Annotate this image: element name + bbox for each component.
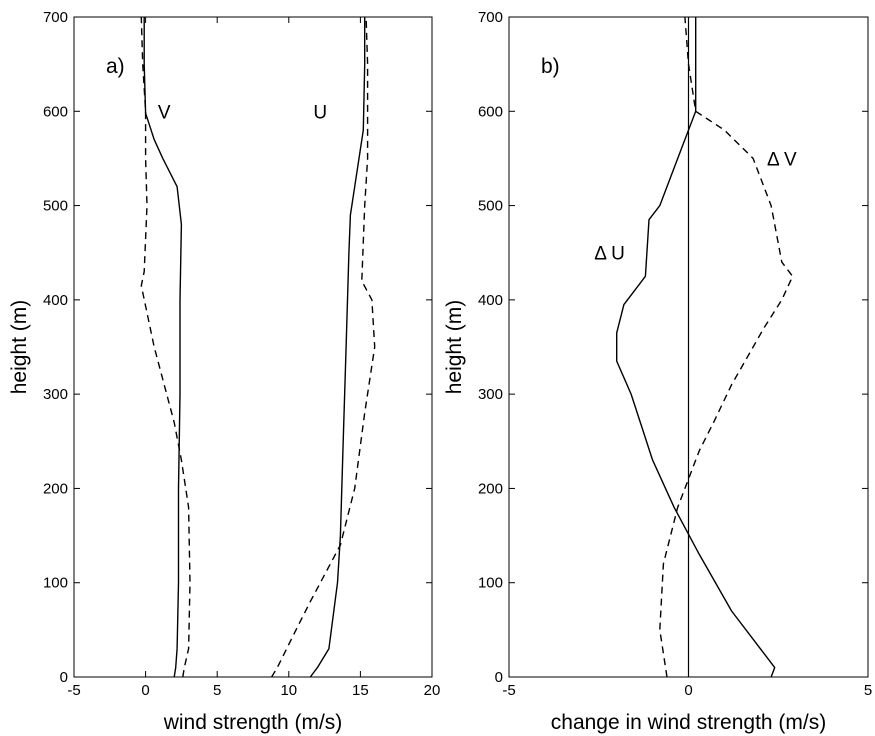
x-tick-label: 0	[684, 682, 692, 699]
series-line-dashed-3	[271, 16, 376, 678]
curve-annotation: Δ U	[594, 244, 625, 265]
x-axis-label: wind strength (m/s)	[163, 711, 343, 734]
y-tick-label: 0	[495, 669, 503, 686]
y-axis-label: height (m)	[443, 300, 466, 395]
y-tick-label: 700	[478, 9, 503, 26]
y-tick-label: 600	[478, 103, 503, 120]
curve-annotation: Δ V	[767, 149, 797, 170]
panel-tag: a)	[106, 55, 125, 78]
x-tick-label: -5	[502, 682, 515, 699]
y-tick-label: 700	[43, 9, 68, 26]
series-line-solid-0	[143, 17, 183, 678]
axes-frame	[73, 16, 433, 678]
series-line-solid-0	[616, 17, 776, 678]
y-tick-label: 0	[60, 669, 68, 686]
x-tick-label: -5	[67, 682, 80, 699]
curve-annotation: U	[313, 102, 327, 123]
y-tick-label: 200	[43, 480, 68, 497]
y-tick-label: 100	[43, 575, 68, 592]
y-tick-label: 500	[43, 198, 68, 215]
series-line-dashed-1	[659, 16, 794, 678]
y-tick-label: 400	[478, 292, 503, 309]
y-tick-label: 300	[478, 386, 503, 403]
x-tick-label: 20	[424, 682, 441, 699]
y-tick-label: 300	[43, 386, 68, 403]
x-tick-label: 15	[352, 682, 369, 699]
y-tick-label: 400	[43, 292, 68, 309]
x-axis-label: change in wind strength (m/s)	[551, 711, 826, 734]
x-tick-label: 5	[213, 682, 221, 699]
x-tick-label: 5	[864, 682, 872, 699]
panel-tag: b)	[541, 55, 560, 78]
y-tick-label: 200	[478, 480, 503, 497]
series-line-solid-2	[309, 17, 366, 678]
series-line-dashed-1	[140, 16, 191, 678]
x-tick-label: 0	[141, 682, 149, 699]
curve-annotation: V	[158, 102, 171, 123]
y-tick-label: 100	[478, 575, 503, 592]
y-axis-label: height (m)	[8, 300, 31, 395]
x-tick-label: 10	[280, 682, 297, 699]
y-tick-label: 500	[478, 198, 503, 215]
y-tick-label: 600	[43, 103, 68, 120]
